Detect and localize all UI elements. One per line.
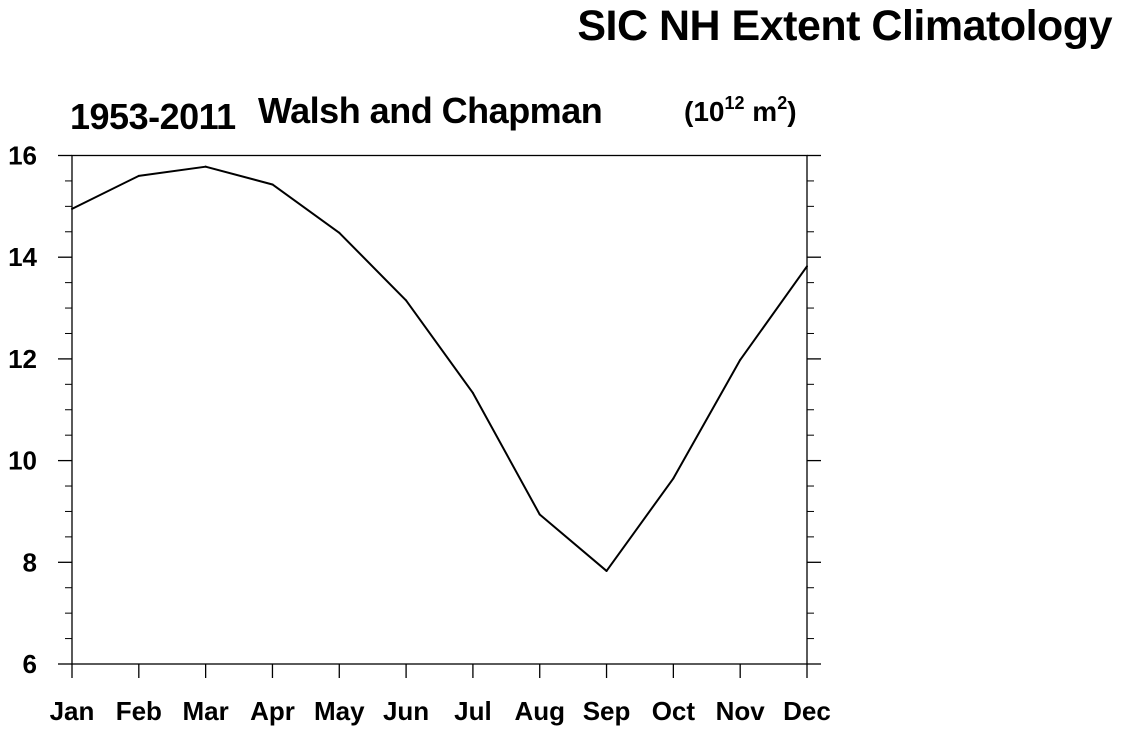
units-label: (1012 m2) — [684, 93, 797, 128]
data-point — [806, 265, 808, 268]
y-tick-label: 16 — [8, 141, 37, 171]
data-point — [271, 183, 274, 186]
axis-tick-labels: Jan Feb Mar Apr May Jun Jul Aug Sep Oct Nov Dec 6 8 10… — [8, 141, 831, 727]
data-point — [605, 569, 608, 572]
y-tick-label: 6 — [23, 649, 37, 679]
units-open: (10 — [684, 96, 725, 127]
plot-frame — [71, 154, 808, 665]
units-exponent-2: 2 — [777, 93, 788, 113]
units-exponent-1: 12 — [724, 93, 745, 113]
period-label: 1953-2011 — [70, 96, 236, 137]
x-tick-label: Sep — [583, 696, 631, 726]
data-point — [471, 391, 474, 394]
x-tick-label: May — [314, 696, 365, 726]
data-point — [739, 358, 742, 361]
x-tick-label: Feb — [116, 696, 162, 726]
data-point — [71, 207, 73, 210]
data-point — [538, 513, 541, 516]
data-point — [405, 299, 408, 302]
source-label: Walsh and Chapman — [258, 90, 603, 131]
series-line — [71, 165, 808, 572]
data-point — [672, 477, 675, 480]
data-points — [71, 165, 808, 572]
x-tick-label: Jan — [50, 696, 95, 726]
data-point — [137, 174, 140, 177]
x-tick-label: Mar — [183, 696, 229, 726]
y-tick-label: 14 — [8, 242, 37, 272]
units-mid: m — [744, 96, 778, 127]
y-tick-label: 10 — [8, 446, 37, 476]
x-tick-label: Jun — [383, 696, 429, 726]
chart-title: SIC NH Extent Climatology — [577, 2, 1112, 50]
data-point — [338, 231, 341, 234]
x-tick-label: Jul — [454, 696, 492, 726]
axis-ticks — [58, 154, 821, 678]
x-tick-label: Oct — [652, 696, 696, 726]
units-close: ) — [787, 96, 797, 127]
x-tick-label: Aug — [514, 696, 565, 726]
data-point — [204, 165, 207, 168]
x-tick-label: Apr — [250, 696, 295, 726]
x-tick-label: Nov — [716, 696, 766, 726]
y-tick-label: 12 — [8, 344, 37, 374]
y-tick-label: 8 — [23, 547, 37, 577]
x-tick-label: Dec — [783, 696, 831, 726]
